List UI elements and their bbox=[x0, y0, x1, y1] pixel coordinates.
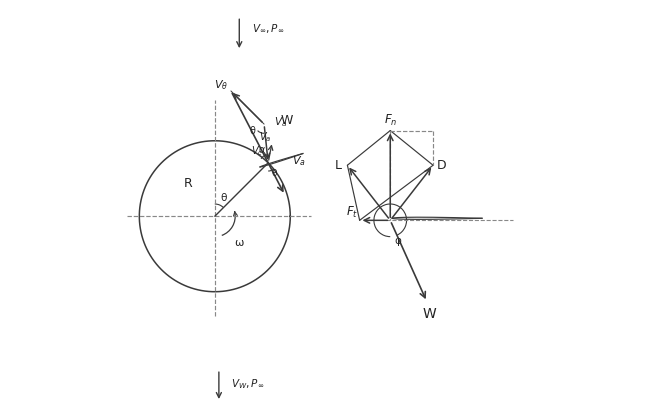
Text: $V_{\infty},P_{\infty}$: $V_{\infty},P_{\infty}$ bbox=[252, 22, 284, 35]
Text: φ: φ bbox=[394, 236, 401, 246]
Text: $V_\theta$: $V_\theta$ bbox=[214, 78, 228, 92]
Text: W: W bbox=[422, 307, 436, 321]
Text: θ: θ bbox=[220, 193, 227, 203]
Text: $F_n$: $F_n$ bbox=[383, 113, 397, 128]
Text: W: W bbox=[281, 113, 293, 126]
Text: $F_t$: $F_t$ bbox=[346, 204, 358, 220]
Text: $V_W,P_{\infty}$: $V_W,P_{\infty}$ bbox=[231, 377, 264, 391]
Text: θ: θ bbox=[250, 126, 256, 136]
Text: $V_a$: $V_a$ bbox=[292, 154, 305, 168]
Text: R: R bbox=[184, 177, 193, 190]
Text: $V_a$: $V_a$ bbox=[274, 115, 287, 129]
Text: $V_c$: $V_c$ bbox=[250, 144, 263, 157]
Text: D: D bbox=[438, 159, 447, 172]
Text: α: α bbox=[259, 145, 266, 155]
Text: L: L bbox=[335, 159, 342, 172]
Text: ω: ω bbox=[233, 238, 243, 248]
Text: $V_a$: $V_a$ bbox=[259, 130, 271, 144]
Text: θ: θ bbox=[271, 169, 277, 177]
